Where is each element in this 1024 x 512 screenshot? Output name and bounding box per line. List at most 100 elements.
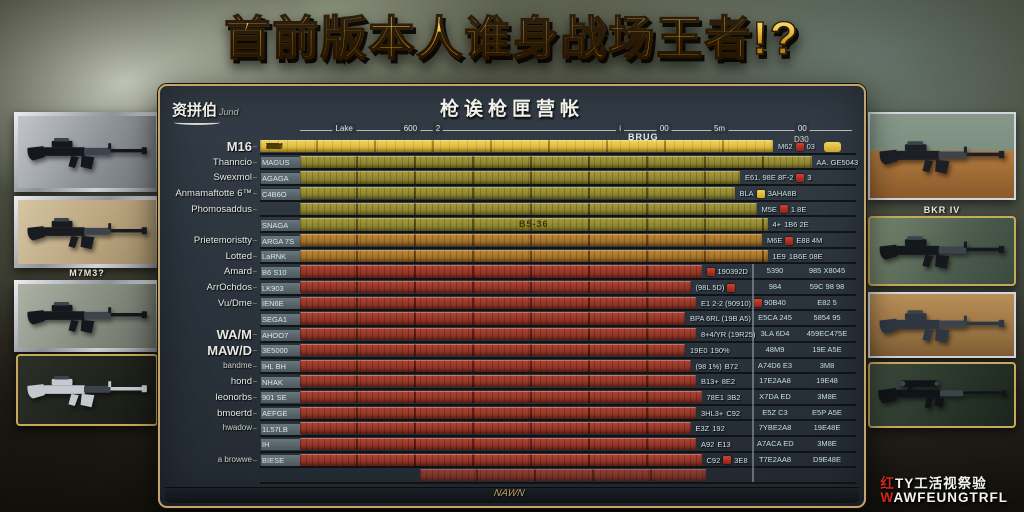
watermark-line2: WAWFEUNGTRFL [881,491,1009,506]
right-col-2-value: 985 X8045 [808,266,846,276]
row-chip: ARGA 7S [260,234,302,248]
row-label: Vu/Dme [218,297,252,309]
end-value-text: 1 8E [790,204,807,214]
right-col-1-value: 17E2AA8 [759,376,791,386]
row-end-values: 19E0 190% [690,345,730,356]
end-value-text: (98 1%) [695,361,722,371]
table-row: Thanncio ‒ MAGUS AA. GE5043 [160,155,860,171]
row-chip: LaRNK [260,250,302,264]
row-chip: AEFGE [260,407,302,421]
weapon-photo [870,218,1014,284]
axis-tick-label: 5m [710,123,729,134]
weapon-card-left-3 [14,280,160,352]
right-col-2-value: E82 5 [817,297,837,307]
table-row: M16 ‒ SUY 4TD 7X YKU DT 1F T R UTV FUL M62 03 [160,139,860,155]
end-value-text: 3E8 [734,455,748,465]
end-value-text: BPA 6RL (19B A5) [690,314,751,324]
page-title-text: 首前版本人谁身战场王者!? [223,2,799,68]
row-end-values: E61. 98E 8F-2 3 [745,172,812,183]
end-value-text: 3 [807,173,812,183]
row-tick-mark: ‒ [253,409,257,417]
right-col-1-value: 90B40 [764,297,786,307]
watermark-text: TY工活视祭验 [895,475,987,491]
gold-badge-icon [756,189,765,198]
weapon-caption-left: M7M3? [69,268,105,278]
table-row: Swexmol ‒ AGAGA E61. 98E 8F-2 3 [160,170,860,186]
table-row: Anmamaftotte 6™ ‒ C4B6O BLA 3AHA8B [160,186,860,202]
bar-segment-text: 1F [266,141,276,151]
row-end-values: 190392D [706,266,748,277]
weapon-photo [18,356,156,424]
stat-bar [300,328,696,341]
row-chip: SEGA1 [260,312,302,326]
bar-segment-text: UTV [266,141,282,151]
end-value-text: M5E [761,204,777,214]
sniper-rifle-icon [876,377,1008,412]
end-value-text: B72 [724,361,739,371]
end-value-text: E61. 98E 8F-2 [745,173,794,183]
end-value-text: AA. GE5043 [816,157,859,167]
table-row: IH A92 E13 A7ACA ED 3M8E [160,437,860,453]
stat-rows: M16 ‒ SUY 4TD 7X YKU DT 1F T R UTV FUL M62 03 Thannci… [160,139,860,485]
table-row: bmoertd ‒ AEFGE 3HL3+ C92 E5Z C3 E5P A5E [160,406,860,422]
table-row: SNAGA B5-36 4+ 1B6 2E [160,217,860,233]
corner-label-script: Jund [219,107,239,117]
red-badge-icon [727,283,736,292]
right-col-1-value: A74D6 E3 [757,360,793,370]
bar-segment-text: SUY [266,141,283,151]
footer-signature: NAWN [493,488,526,499]
table-row: hond ‒ NHAK B13+ 8E2 17E2AA8 19E48 [160,374,860,390]
red-badge-icon [785,236,794,245]
row-end-values: BPA 6RL (19B A5) [690,313,751,324]
right-col-1-value: E5Z C3 [762,407,788,417]
corner-label-text: 资拼伯 [172,102,218,119]
right-col-1-value: A7ACA ED [757,438,794,448]
stat-bar [300,234,762,247]
end-value-text: 1B6 2E [784,220,809,230]
row-end-values: A92 E13 [701,439,731,450]
end-value-text: C92 [726,408,741,418]
weapon-card-left-2 [14,196,160,268]
row-end-values: M5E 1 8E [762,204,807,215]
right-col-2-value: 3M8E [817,391,837,401]
row-end-values: B13+ 8E2 [701,376,735,387]
row-tick-mark: ‒ [253,331,257,339]
stat-bar [300,343,685,357]
right-col-1-value: 5390 [766,266,784,276]
row-label: hond [230,376,252,388]
red-badge-icon [723,456,732,465]
red-badge-icon [795,142,804,151]
row-tick-mark: ‒ [253,268,257,276]
weapon-photo [870,294,1014,356]
end-value-text: B13+ [701,377,719,387]
right-col-1-value: 7YBE2A8 [758,423,792,433]
right-col-2-value: 3M8E [817,438,837,448]
row-label: Swexmol [213,172,252,184]
rifle-icon [24,134,151,171]
stat-bar [300,359,691,372]
axis-tick-label: 00 [656,123,672,134]
table-row: Vu/Dme ‒ IEN6E E1 2-2 (90910) 90B40 E82 5 [160,296,860,312]
weapon-caption-right: BKR IV [923,205,961,215]
row-tick-mark: ‒ [253,456,257,464]
stat-bar [300,406,696,419]
axis: Lake 600 2 i 00 5m 00 [300,122,852,136]
end-value-text: 1E9 [772,251,786,261]
row-tick-mark: ‒ [253,237,257,245]
row-label: a browwe [217,454,252,464]
right-col-2-value: 19E A5E [812,344,842,354]
bar-segment-text: FUL [266,141,282,151]
row-label: Prietemoristty [193,235,252,247]
row-chip: IEN6E [260,297,302,311]
row-tick-mark: ‒ [253,252,257,260]
row-chip: NHAK [260,375,302,389]
row-label: MAW/D [207,342,252,358]
row-label: hwadow [222,423,252,433]
row-end-values: E3Z 192 [696,423,725,434]
row-end-values: AA. GE5043 [817,157,859,168]
row-end-values: (98 1%) B72 [696,361,739,372]
end-value-text: M62 [778,142,793,151]
bar-segment-text: T R [266,141,279,151]
row-end-values: C92 3E8 [707,455,748,466]
row-tick-mark: ‒ [253,378,257,386]
